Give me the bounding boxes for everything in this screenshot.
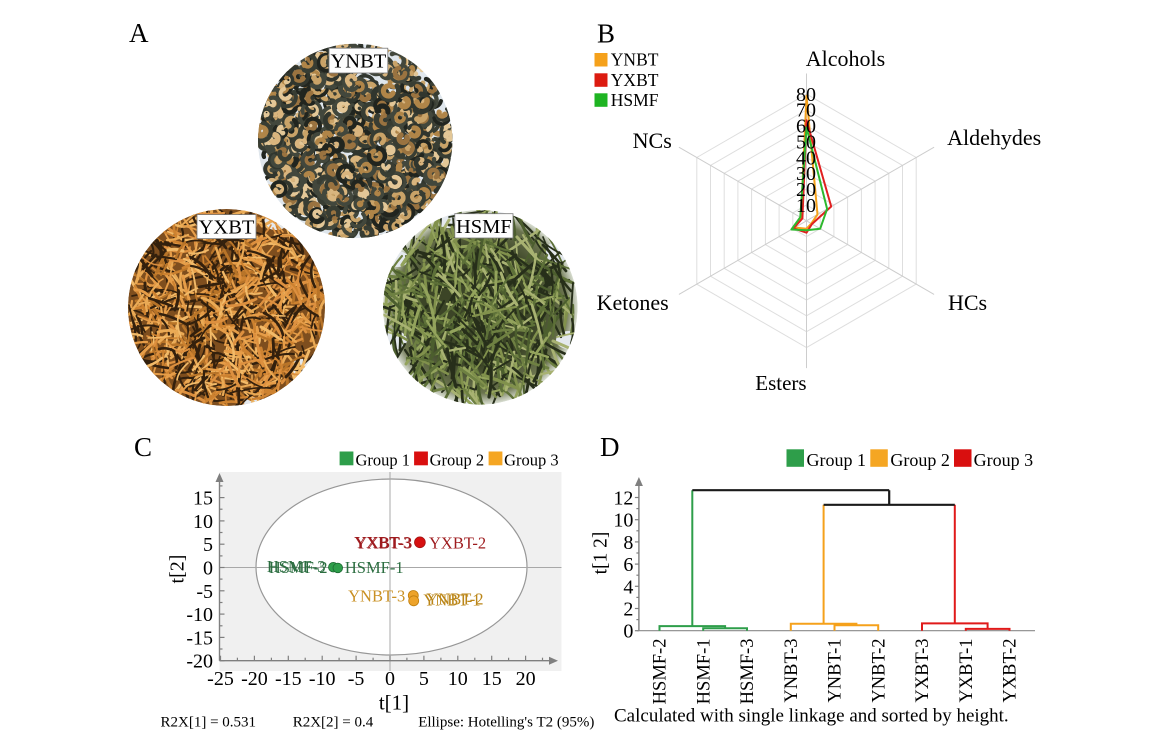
svg-text:Group 3: Group 3 xyxy=(974,450,1034,470)
svg-text:-5: -5 xyxy=(348,668,365,690)
svg-text:20: 20 xyxy=(796,179,816,201)
svg-text:2: 2 xyxy=(623,599,633,621)
svg-text:10: 10 xyxy=(796,195,816,217)
svg-text:50: 50 xyxy=(796,131,816,153)
svg-text:HSMF-1: HSMF-1 xyxy=(695,639,715,705)
svg-text:YXBT: YXBT xyxy=(611,70,659,90)
svg-text:-20: -20 xyxy=(241,668,268,690)
svg-text:C: C xyxy=(134,432,152,462)
svg-text:5: 5 xyxy=(203,534,213,556)
svg-text:HSMF: HSMF xyxy=(611,90,659,110)
svg-text:12: 12 xyxy=(613,488,633,510)
svg-text:Group 1: Group 1 xyxy=(807,450,867,470)
svg-text:YXBT-2: YXBT-2 xyxy=(429,534,486,553)
svg-text:R2X[1] = 0.531: R2X[1] = 0.531 xyxy=(161,715,257,731)
svg-text:0: 0 xyxy=(203,558,213,580)
svg-text:10: 10 xyxy=(613,510,633,532)
svg-text:20: 20 xyxy=(516,668,536,690)
svg-text:10: 10 xyxy=(193,511,213,533)
svg-text:HSMF-1: HSMF-1 xyxy=(345,558,404,577)
svg-text:70: 70 xyxy=(796,100,816,122)
svg-text:15: 15 xyxy=(482,668,502,690)
svg-text:Ellipse: Hotelling's T2 (95%): Ellipse: Hotelling's T2 (95%) xyxy=(418,715,594,731)
svg-text:YXBT-1: YXBT-1 xyxy=(957,639,977,703)
svg-text:YXBT-2: YXBT-2 xyxy=(1001,638,1021,702)
svg-text:Aldehydes: Aldehydes xyxy=(947,125,1041,150)
svg-text:8: 8 xyxy=(623,532,633,554)
svg-text:NCs: NCs xyxy=(633,128,672,153)
svg-text:Group 1: Group 1 xyxy=(356,450,411,469)
svg-text:t[1]: t[1] xyxy=(379,691,409,715)
svg-text:YXBT-3: YXBT-3 xyxy=(355,534,412,553)
svg-text:A: A xyxy=(129,18,149,48)
svg-text:YNBT-1: YNBT-1 xyxy=(423,591,480,610)
svg-text:Group 3: Group 3 xyxy=(504,450,559,469)
svg-text:B: B xyxy=(597,19,615,49)
svg-text:80: 80 xyxy=(796,84,816,106)
svg-text:YXBT-3: YXBT-3 xyxy=(913,639,933,703)
svg-text:4: 4 xyxy=(623,576,633,598)
svg-text:HSMF-3: HSMF-3 xyxy=(738,639,758,705)
svg-text:HSMF-2: HSMF-2 xyxy=(269,558,328,577)
svg-text:YNBT: YNBT xyxy=(611,50,659,70)
svg-text:6: 6 xyxy=(623,554,633,576)
svg-text:-15: -15 xyxy=(275,668,302,690)
svg-text:-15: -15 xyxy=(186,627,213,649)
svg-text:D: D xyxy=(600,432,620,462)
svg-text:-10: -10 xyxy=(309,668,336,690)
svg-text:Alcohols: Alcohols xyxy=(806,46,885,71)
svg-text:YNBT-3: YNBT-3 xyxy=(782,639,802,703)
svg-text:Group 2: Group 2 xyxy=(890,450,950,470)
svg-text:YNBT-2: YNBT-2 xyxy=(870,639,890,703)
svg-text:HSMF-2: HSMF-2 xyxy=(651,639,671,705)
svg-text:HSMF: HSMF xyxy=(456,216,512,238)
svg-text:-10: -10 xyxy=(186,604,213,626)
svg-text:t[1 2]: t[1 2] xyxy=(591,532,612,575)
svg-text:YNBT-3: YNBT-3 xyxy=(348,586,405,605)
svg-text:0: 0 xyxy=(385,668,395,690)
svg-text:R2X[2] = 0.4: R2X[2] = 0.4 xyxy=(293,715,374,731)
svg-text:t[2]: t[2] xyxy=(167,555,189,584)
svg-text:YXBT: YXBT xyxy=(199,217,255,239)
svg-text:60: 60 xyxy=(796,116,816,138)
svg-text:Group 2: Group 2 xyxy=(430,450,485,469)
svg-text:HSMF-3: HSMF-3 xyxy=(267,557,326,576)
svg-text:Ketones: Ketones xyxy=(597,290,669,315)
svg-text:10: 10 xyxy=(448,668,468,690)
svg-text:30: 30 xyxy=(796,163,816,185)
svg-text:40: 40 xyxy=(796,147,816,169)
svg-text:-5: -5 xyxy=(196,581,213,603)
svg-text:HCs: HCs xyxy=(948,290,987,315)
svg-text:YNBT-1: YNBT-1 xyxy=(826,639,846,703)
svg-text:Esters: Esters xyxy=(755,371,806,395)
svg-text:YNBT-2: YNBT-2 xyxy=(426,590,483,609)
svg-text:Calculated with single linkage: Calculated with single linkage and sorte… xyxy=(614,706,1009,727)
svg-text:YNBT: YNBT xyxy=(330,51,386,73)
svg-text:5: 5 xyxy=(419,668,429,690)
svg-text:0: 0 xyxy=(623,621,633,643)
svg-text:YXBT-3: YXBT-3 xyxy=(354,533,411,552)
svg-text:-20: -20 xyxy=(186,651,213,673)
svg-text:-25: -25 xyxy=(207,668,234,690)
svg-text:15: 15 xyxy=(193,488,213,510)
